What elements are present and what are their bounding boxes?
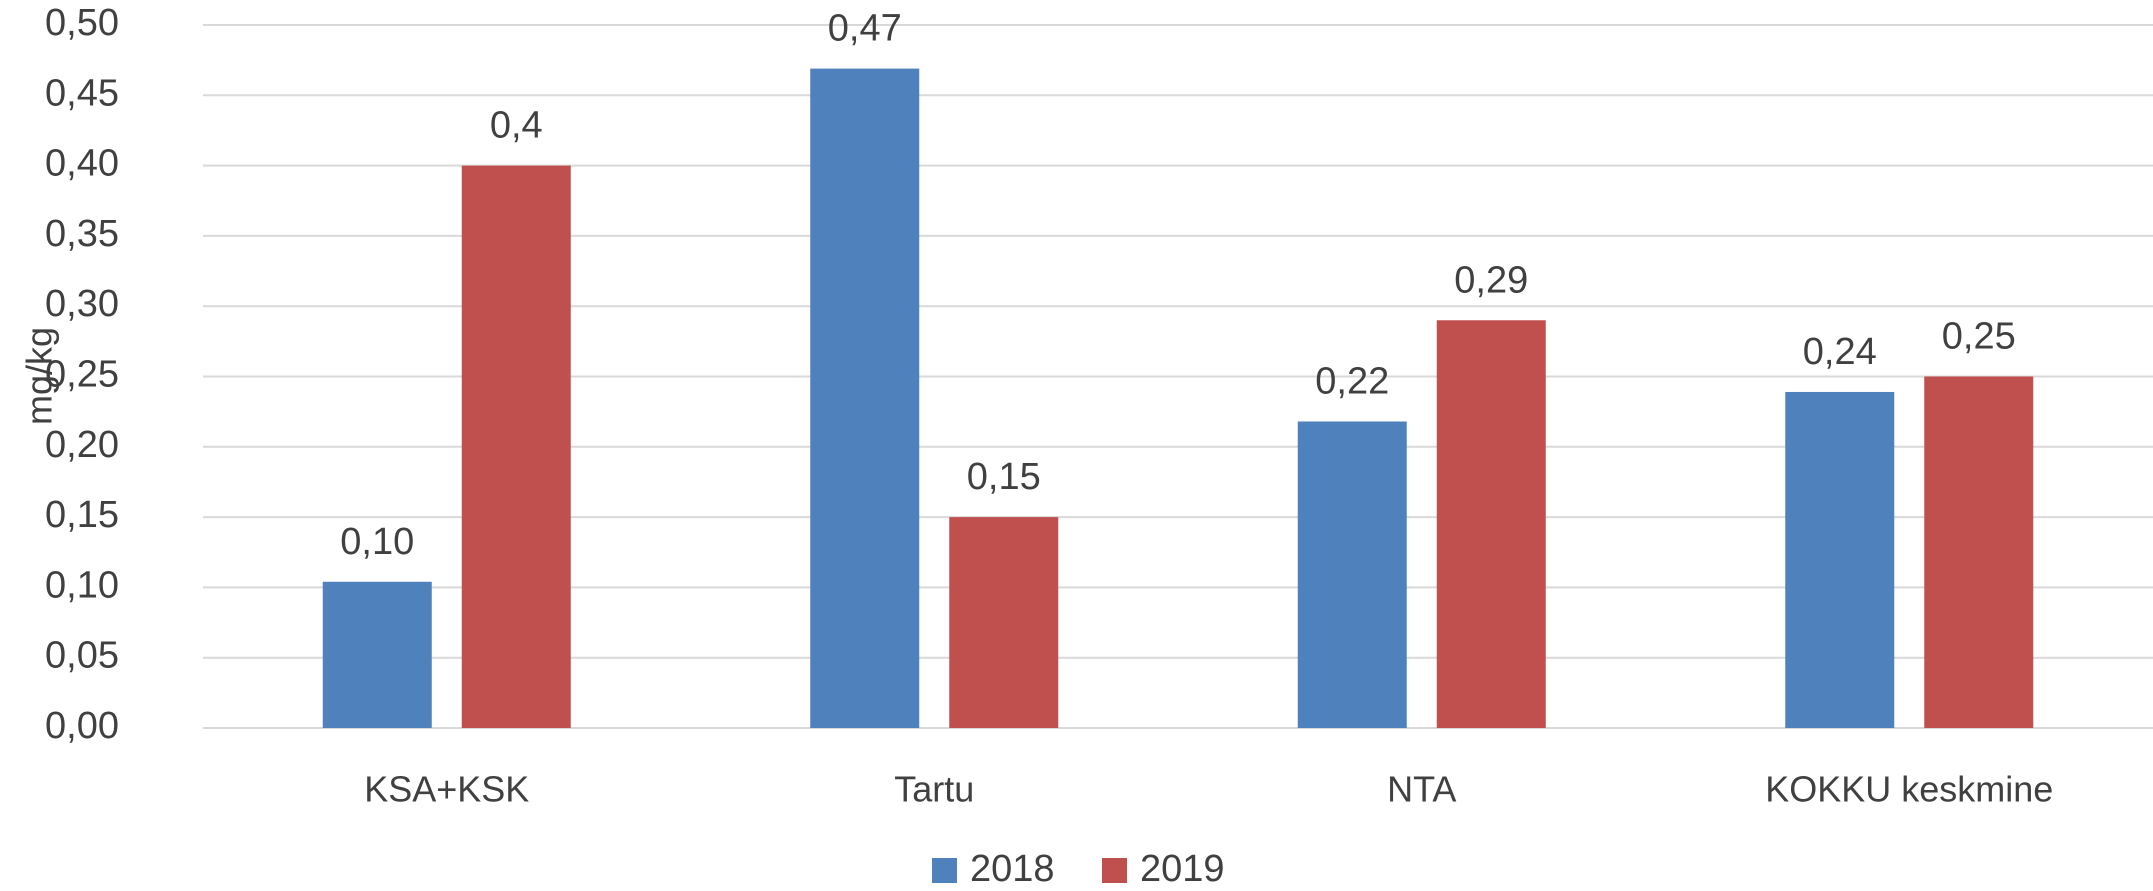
bar [1785,391,1895,728]
y-tick-label: 0,05 [45,635,119,677]
data-label: 0,15 [967,456,1041,498]
legend-swatch [1102,858,1127,883]
y-tick-label: 0,30 [45,283,119,325]
x-tick-label: Tartu [894,769,974,810]
y-tick-label: 0,40 [45,143,119,185]
bar [1297,421,1407,728]
y-tick-label: 0,50 [45,2,119,44]
y-axis-label: mg/kg [19,327,60,425]
data-label: 0,25 [1942,316,2016,358]
y-tick-label: 0,35 [45,213,119,255]
y-tick-label: 0,10 [45,564,119,606]
legend-label: 2019 [1140,848,1225,890]
bar [949,517,1059,728]
y-tick-label: 0,25 [45,354,119,396]
y-tick-label: 0,20 [45,424,119,466]
y-tick-label: 0,45 [45,72,119,114]
data-label: 0,47 [828,8,902,50]
bar [1924,376,2034,728]
x-tick-label: KSA+KSK [364,769,529,810]
legend-label: 2018 [970,848,1055,890]
y-tick-label: 0,00 [45,705,119,747]
bar [1436,320,1546,728]
data-label: 0,22 [1315,361,1389,403]
y-tick-label: 0,15 [45,494,119,536]
bar [810,68,920,728]
data-label: 0,24 [1803,331,1877,373]
data-label: 0,29 [1454,259,1528,301]
data-label: 0,4 [490,105,543,147]
bar [461,165,571,729]
legend-swatch [932,858,957,883]
x-tick-label: NTA [1387,769,1456,810]
x-tick-label: KOKKU keskmine [1765,769,2053,810]
data-label: 0,10 [340,521,414,563]
bar [322,581,432,728]
